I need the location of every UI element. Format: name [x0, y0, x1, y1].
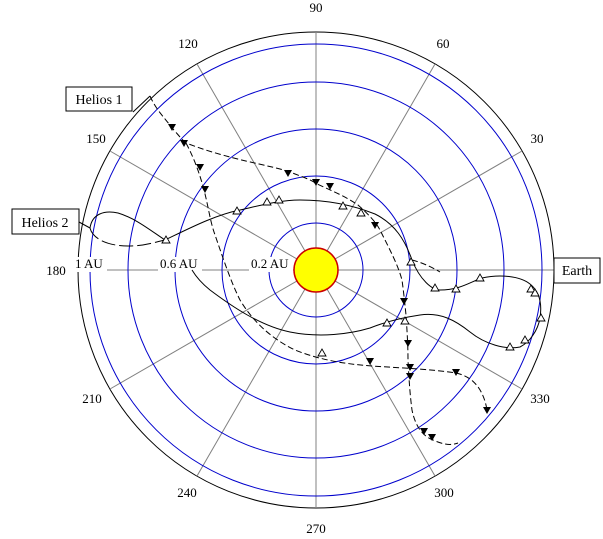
radius-label-06au: 0.6 AU — [160, 256, 198, 271]
h1-marker — [420, 428, 428, 435]
h1-marker — [366, 358, 374, 365]
helios2-trajectory — [89, 199, 542, 349]
h2-marker — [530, 288, 540, 297]
h1-marker — [483, 407, 491, 414]
earth-label: Earth — [562, 264, 592, 279]
h1-marker — [168, 124, 176, 131]
h1-marker — [180, 140, 188, 147]
angle-label-270: 270 — [306, 521, 326, 536]
h2-marker — [274, 195, 284, 204]
h1-marker — [404, 340, 412, 347]
h2-marker — [161, 235, 171, 244]
helios2-label: Helios 2 — [21, 216, 68, 231]
h2-marker — [430, 283, 440, 292]
h1-marker — [201, 186, 209, 193]
earth-callout: Earth — [553, 257, 601, 284]
h1-marker — [428, 434, 436, 441]
radial-spokes — [78, 32, 554, 508]
h1-marker — [400, 298, 408, 305]
helios2-callout: Helios 2 — [11, 208, 91, 235]
h1-marker — [196, 164, 204, 171]
h2-marker — [262, 197, 272, 206]
angle-label-60: 60 — [437, 36, 450, 51]
radius-labels: 1 AU 0.6 AU 0.2 AU — [75, 256, 289, 271]
angle-label-120: 120 — [178, 36, 198, 51]
helios1-box — [65, 86, 133, 112]
h2-marker — [520, 335, 530, 344]
h2-marker — [382, 318, 392, 327]
angle-labels: 90 60 30 330 300 270 240 210 180 150 120 — [46, 0, 550, 536]
angle-label-30: 30 — [531, 131, 544, 146]
radius-label-02au: 0.2 AU — [251, 256, 289, 271]
earth-box — [553, 257, 601, 284]
h1-marker — [406, 373, 414, 380]
angle-label-90: 90 — [310, 0, 323, 15]
helios2-markers — [161, 195, 546, 357]
helios2-leader-line — [78, 221, 91, 229]
label-bg-02au — [249, 257, 293, 272]
h2-marker — [451, 284, 461, 293]
ring-0-4-au — [221, 175, 411, 365]
angle-label-240: 240 — [177, 485, 197, 500]
label-bg-06au — [158, 257, 202, 272]
h2-marker — [232, 206, 242, 215]
h2-marker — [406, 257, 416, 266]
h1-marker — [371, 222, 379, 229]
h1-marker — [312, 179, 320, 186]
angle-label-210: 210 — [82, 391, 102, 406]
angle-label-330: 330 — [530, 391, 550, 406]
h2-marker — [356, 208, 366, 217]
h2-marker — [317, 348, 327, 357]
helios1-callout: Helios 1 — [65, 86, 151, 113]
helios1-leader-line — [132, 95, 151, 113]
angle-label-300: 300 — [434, 485, 454, 500]
sun-icon — [293, 247, 339, 293]
helios2-box — [11, 208, 80, 235]
h2-marker — [475, 273, 485, 282]
h2-marker — [505, 342, 515, 351]
angle-label-150: 150 — [86, 131, 106, 146]
helios1-markers — [168, 124, 491, 441]
h1-marker — [452, 369, 460, 376]
label-bg-1au — [73, 257, 107, 272]
h2-marker — [536, 313, 546, 322]
ring-0-8-au — [127, 81, 505, 459]
h1-marker — [284, 170, 292, 177]
h1-marker — [406, 364, 414, 371]
h1-marker — [326, 183, 334, 190]
h2-marker — [526, 284, 536, 293]
helios1-label: Helios 1 — [75, 93, 122, 108]
radius-label-1au: 1 AU — [75, 256, 103, 271]
angle-label-180: 180 — [46, 263, 66, 278]
h2-marker — [338, 201, 348, 210]
h2-marker — [400, 316, 410, 325]
